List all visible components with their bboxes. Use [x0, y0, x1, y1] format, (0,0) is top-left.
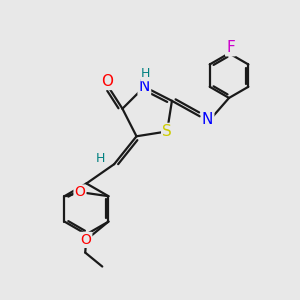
Text: O: O — [74, 185, 86, 200]
Text: O: O — [101, 74, 113, 89]
Text: N: N — [139, 79, 150, 94]
Text: F: F — [226, 40, 235, 55]
Text: S: S — [162, 124, 172, 139]
Text: O: O — [80, 233, 91, 247]
Text: H: H — [141, 67, 151, 80]
Text: H: H — [95, 152, 105, 165]
Text: N: N — [202, 112, 213, 127]
